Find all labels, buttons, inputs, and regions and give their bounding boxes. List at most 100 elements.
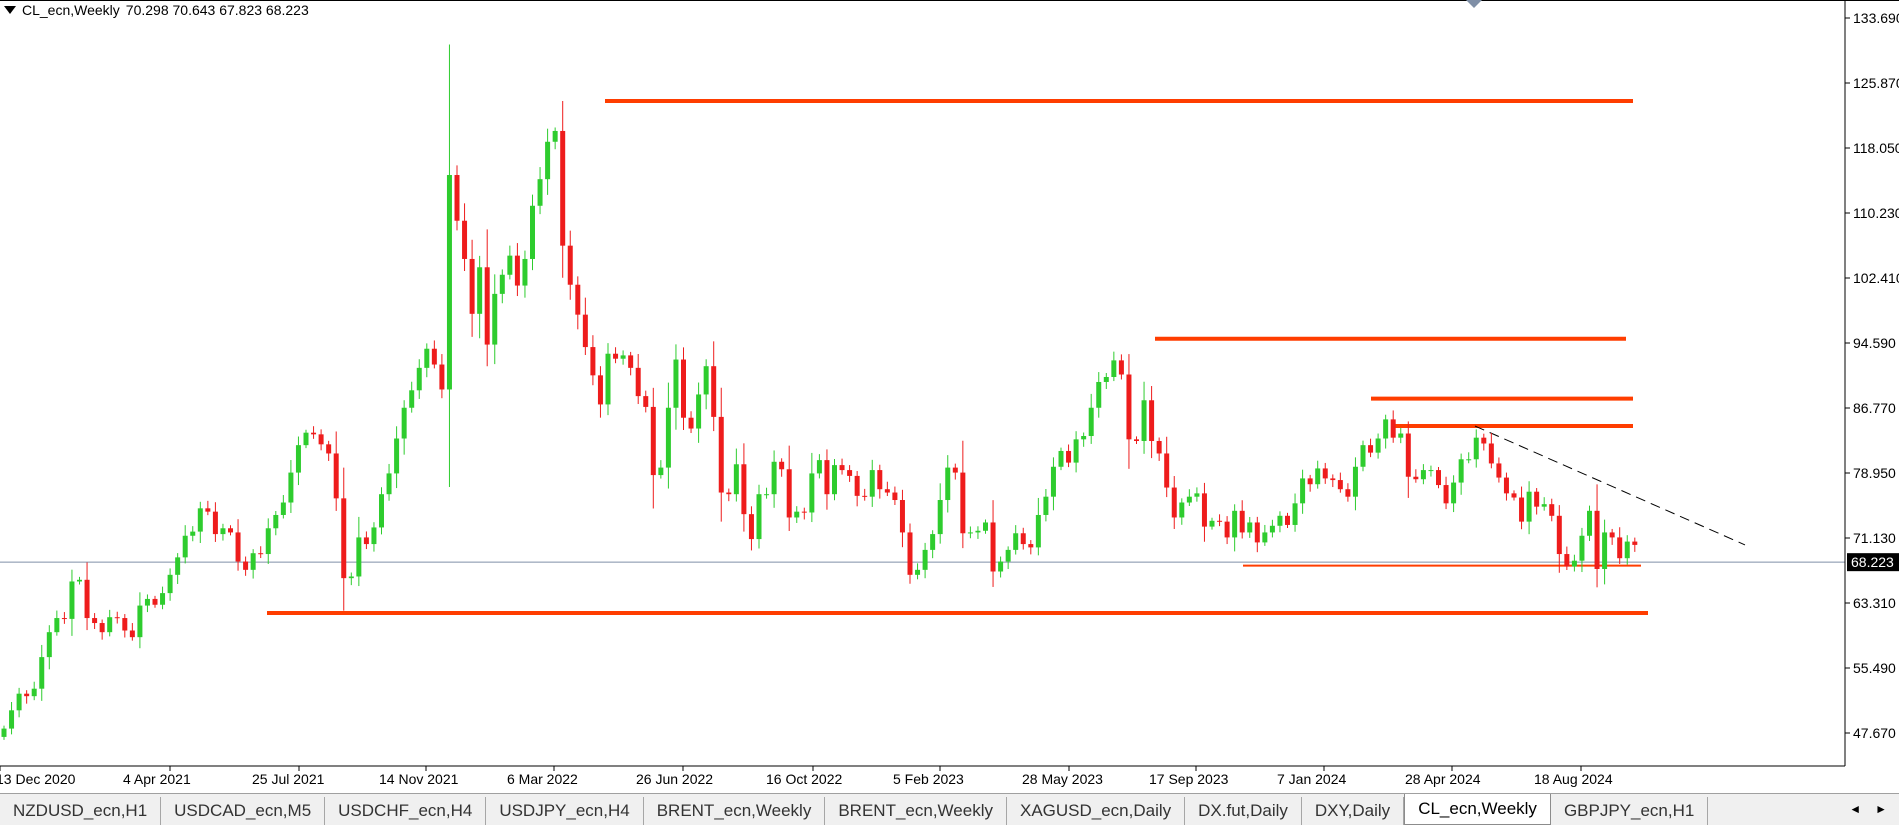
chart-window[interactable]: 133.690 125.870 118.050 110.230 102.410 94.59… <box>0 0 1899 793</box>
candle-body <box>1624 541 1630 559</box>
candle-body <box>960 472 966 534</box>
candle-body <box>590 347 596 376</box>
candle <box>884 481 890 497</box>
candle-body <box>1352 466 1358 497</box>
candle-body <box>1443 485 1449 504</box>
candle-body <box>1118 360 1124 375</box>
candle <box>228 525 233 536</box>
candle <box>1330 474 1336 488</box>
candle <box>635 354 641 405</box>
candle-body <box>469 258 475 314</box>
y-tick-label: 55.490 <box>1853 660 1896 676</box>
candle-body <box>1436 470 1441 486</box>
candle <box>1534 488 1540 515</box>
candle-body <box>1609 532 1615 538</box>
y-tick-label: 94.590 <box>1853 335 1896 351</box>
candle-body <box>741 464 747 515</box>
candle <box>333 431 339 511</box>
scroll-left-icon[interactable]: ◄ <box>1849 802 1862 816</box>
candle <box>816 454 822 479</box>
levels-layer <box>0 99 1845 616</box>
tab-usdjpy-h4[interactable]: USDJPY_ecn,H4 <box>486 797 644 825</box>
candle-body <box>884 489 890 493</box>
candle-body <box>975 530 981 533</box>
candle-body <box>620 355 626 359</box>
candle <box>1428 465 1434 477</box>
y-tick-label: 63.310 <box>1853 595 1896 611</box>
tab-dxy-daily[interactable]: DXY,Daily <box>1302 797 1405 825</box>
candle-body <box>1028 544 1034 548</box>
candle-body <box>1254 522 1260 543</box>
candle <box>1156 437 1162 461</box>
candle <box>1141 381 1147 454</box>
candle <box>122 614 128 638</box>
candle-body <box>280 502 286 515</box>
tab-dx-fut-daily[interactable]: DX.fut,Daily <box>1185 797 1302 825</box>
candle-body <box>530 205 535 259</box>
candle-body <box>1549 504 1555 516</box>
candle-body <box>1285 515 1290 525</box>
candle-body <box>1458 459 1464 483</box>
candle <box>1149 386 1155 459</box>
scroll-right-icon[interactable]: ► <box>1875 802 1887 816</box>
candle <box>205 500 211 516</box>
y-tick-label: 102.410 <box>1853 270 1899 286</box>
candle-body <box>99 623 105 633</box>
candle <box>1285 512 1290 528</box>
tab-cl-weekly[interactable]: CL_ecn,Weekly <box>1404 794 1551 825</box>
tab-brent-weekly-1[interactable]: BRENT_ecn,Weekly <box>644 797 826 825</box>
candle <box>1209 517 1215 530</box>
candle-body <box>152 598 158 605</box>
candle <box>303 429 309 449</box>
tab-brent-weekly-2[interactable]: BRENT_ecn,Weekly <box>825 797 1007 825</box>
candle-body <box>1526 491 1532 522</box>
candle-body <box>477 267 483 314</box>
candle-body <box>832 465 837 495</box>
candle-body <box>1224 521 1230 538</box>
candle-body <box>1496 463 1502 478</box>
candle <box>235 519 241 571</box>
candle-body <box>1217 520 1223 522</box>
candle <box>1005 546 1011 570</box>
y-tick-label: 110.230 <box>1853 205 1899 221</box>
tab-usdcad-m5[interactable]: USDCAD_ecn,M5 <box>161 797 326 825</box>
tab-scroll-controls: ◄ ► <box>1837 794 1899 824</box>
tab-xagusd-daily[interactable]: XAGUSD_ecn,Daily <box>1007 797 1186 825</box>
candle <box>711 341 717 432</box>
candle <box>1254 516 1260 553</box>
candle <box>1292 493 1298 532</box>
candle <box>1624 535 1630 565</box>
candle-body <box>1149 400 1155 441</box>
dropdown-triangle-icon[interactable] <box>4 6 16 14</box>
candle <box>1134 436 1139 444</box>
y-tick-label: 118.050 <box>1853 140 1899 156</box>
candle <box>265 518 271 564</box>
candle-body <box>31 688 37 697</box>
candle-body <box>1541 504 1547 507</box>
candle-body <box>84 579 90 619</box>
candles-layer <box>1 44 1638 740</box>
tab-gbpjpy-h1[interactable]: GBPJPY_ecn,H1 <box>1551 797 1709 825</box>
candle-body <box>212 511 218 535</box>
candle <box>756 484 762 549</box>
candle <box>39 644 45 701</box>
candle-body <box>1035 514 1041 548</box>
candle-body <box>1571 560 1577 567</box>
candle <box>869 459 875 507</box>
candle <box>394 426 400 489</box>
candle <box>771 450 777 508</box>
candle-body <box>658 467 664 476</box>
candle <box>1473 429 1479 468</box>
candle-body <box>552 130 558 142</box>
candlestick-chart[interactable]: 133.690 125.870 118.050 110.230 102.410 94.59… <box>0 0 1899 793</box>
candle-body <box>356 537 362 577</box>
candle <box>764 487 770 499</box>
tab-usdchf-h4[interactable]: USDCHF_ecn,H4 <box>325 797 487 825</box>
tab-nzdusd-h1[interactable]: NZDUSD_ecn,H1 <box>0 797 162 825</box>
candle <box>1201 482 1207 542</box>
candle <box>1066 444 1072 468</box>
candle <box>1126 354 1132 469</box>
candle-body <box>235 532 241 562</box>
candle <box>1594 484 1600 588</box>
candle-body <box>1103 376 1109 382</box>
